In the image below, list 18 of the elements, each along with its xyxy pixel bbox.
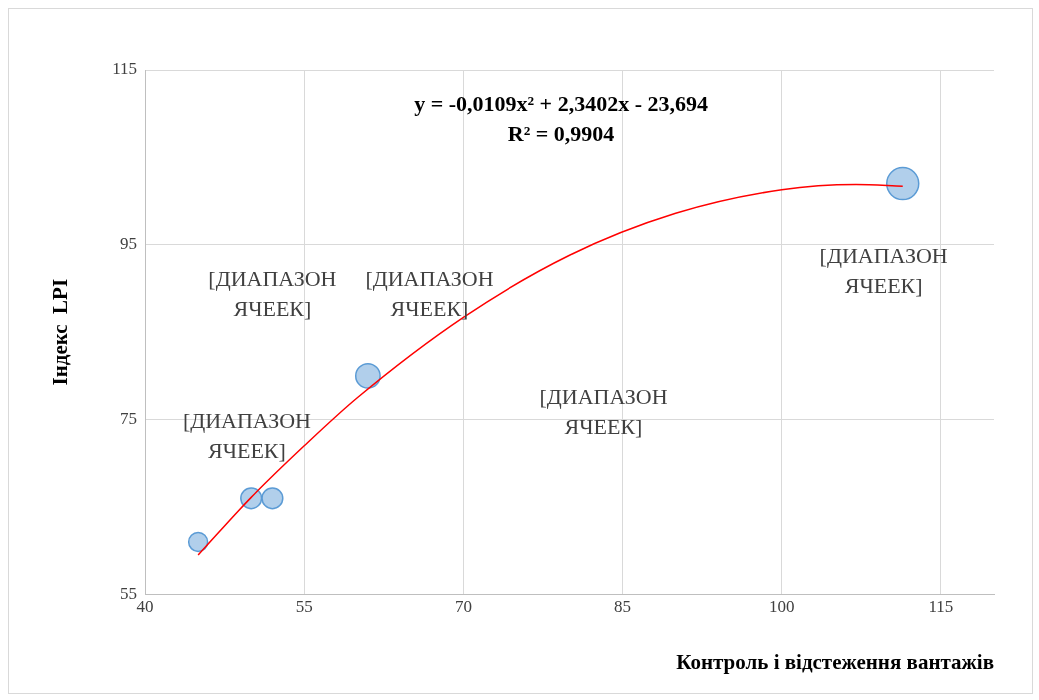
y-tick-label: 75 xyxy=(120,409,138,429)
x-tick-label: 100 xyxy=(769,597,795,617)
annotation: [ДИАПАЗОН ЯЧЕЕК] xyxy=(539,384,668,440)
annotation: [ДИАПАЗОН ЯЧЕЕК] xyxy=(182,407,312,463)
x-tick-label: 40 xyxy=(136,597,154,617)
x-axis-title: Контроль і відстеження вантажів xyxy=(676,649,994,674)
x-tick-label: 70 xyxy=(454,597,472,617)
y-tick-label: 115 xyxy=(112,59,138,79)
y-axis-title: Індекс LPI xyxy=(48,278,73,386)
annotation: [ДИАПАЗОН ЯЧЕЕК] xyxy=(819,242,948,298)
y-tick-label: 95 xyxy=(120,234,138,254)
annotation: [ДИАПАЗОН ЯЧЕЕК] xyxy=(208,266,337,322)
x-tick-label: 115 xyxy=(928,597,954,617)
annotation: y = -0,0109x² + 2,3402x - 23,694 R² = 0,9904 xyxy=(414,90,708,146)
y-tick-label: 55 xyxy=(120,583,138,603)
x-tick-label: 85 xyxy=(614,597,632,617)
annotation: [ДИАПАЗОН ЯЧЕЕК] xyxy=(365,266,494,322)
x-tick-label: 55 xyxy=(295,597,313,617)
